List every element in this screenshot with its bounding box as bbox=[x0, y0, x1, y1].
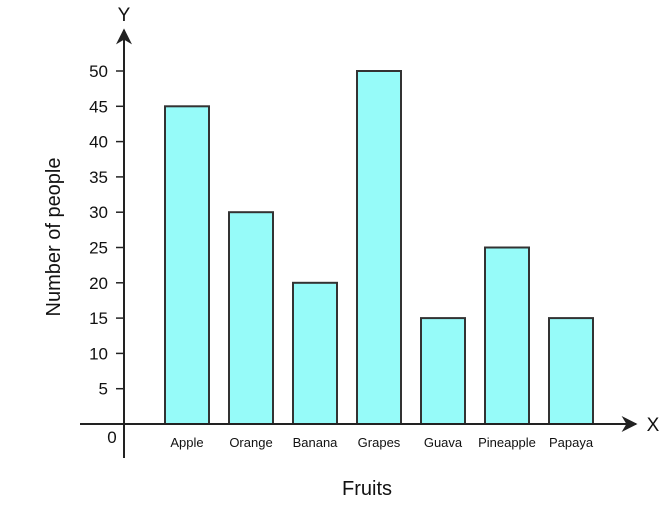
y-tick-label-30: 30 bbox=[89, 203, 108, 222]
y-tick-label-50: 50 bbox=[89, 62, 108, 81]
y-tick-label-35: 35 bbox=[89, 168, 108, 187]
y-tick-label-20: 20 bbox=[89, 274, 108, 293]
y-axis-letter: Y bbox=[118, 5, 131, 26]
y-tick-label-5: 5 bbox=[99, 380, 108, 399]
bar-guava bbox=[420, 317, 466, 426]
x-category-labels: Apple Orange Banana Grapes Guava Pineapple Pap… bbox=[170, 435, 593, 450]
x-tick-label-orange: Orange bbox=[229, 435, 272, 450]
y-axis-title: Number of people bbox=[43, 158, 65, 317]
bar-pineapple bbox=[484, 246, 530, 425]
bar-orange bbox=[228, 211, 274, 425]
origin-label: 0 bbox=[107, 428, 116, 447]
x-tick-label-papaya: Papaya bbox=[549, 435, 594, 450]
bar-apple bbox=[164, 105, 210, 426]
x-tick-label-apple: Apple bbox=[170, 435, 203, 450]
y-tick-label-25: 25 bbox=[89, 239, 108, 258]
bars-group bbox=[164, 70, 594, 426]
x-tick-label-grapes: Grapes bbox=[358, 435, 401, 450]
y-tick-label-10: 10 bbox=[89, 344, 108, 363]
y-tick-label-45: 45 bbox=[89, 97, 108, 116]
y-tick-label-40: 40 bbox=[89, 133, 108, 152]
x-tick-label-pineapple: Pineapple bbox=[478, 435, 536, 450]
bar-banana bbox=[292, 281, 338, 425]
y-tick-label-15: 15 bbox=[89, 309, 108, 328]
bar-grapes bbox=[356, 70, 402, 425]
y-ticks-group: 5 10 15 20 25 30 35 40 45 50 bbox=[89, 62, 124, 399]
x-axis-title: Fruits bbox=[342, 478, 392, 500]
bar-papaya bbox=[548, 317, 594, 426]
x-axis-letter: X bbox=[647, 415, 660, 436]
x-tick-label-guava: Guava bbox=[424, 435, 463, 450]
x-tick-label-banana: Banana bbox=[293, 435, 339, 450]
